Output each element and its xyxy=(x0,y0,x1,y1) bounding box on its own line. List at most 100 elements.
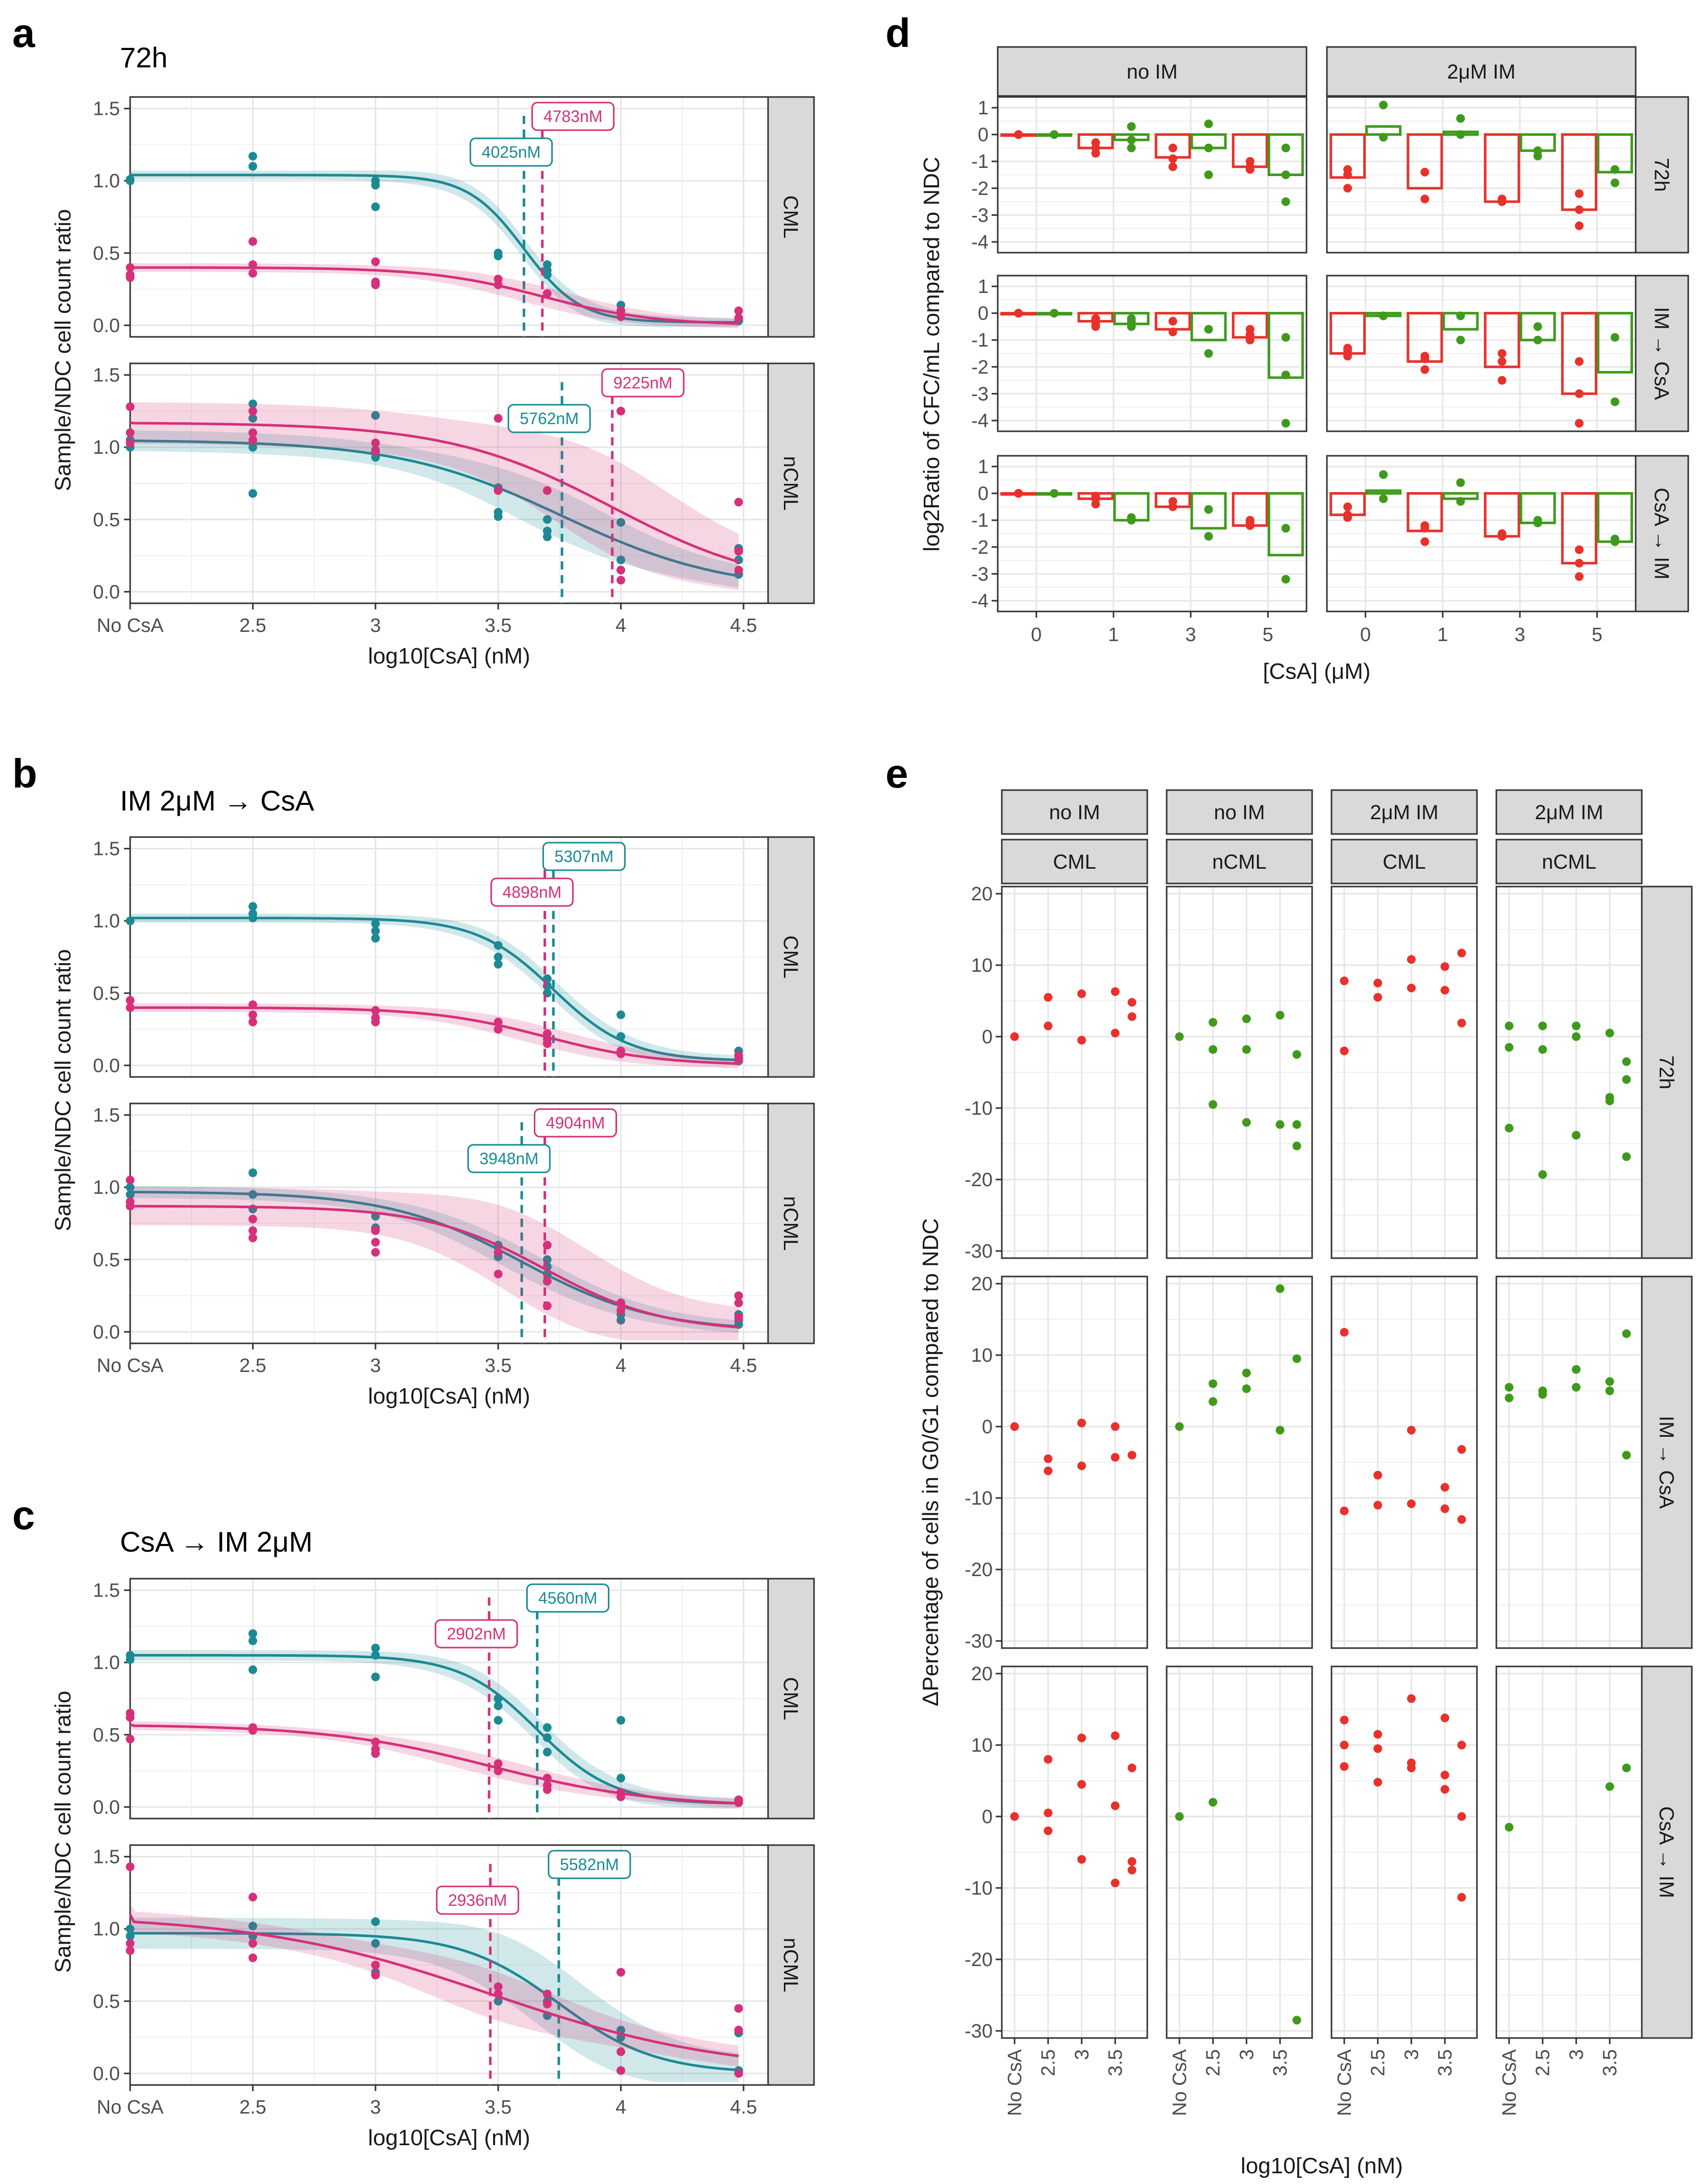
data-point-teal xyxy=(371,1673,380,1682)
data-point-teal xyxy=(248,443,257,452)
cell-border xyxy=(1166,1275,1313,1649)
y-tick-label: 1.0 xyxy=(93,911,120,932)
y-tick-label: 1 xyxy=(978,456,989,478)
y-tick-label: -3 xyxy=(971,205,989,226)
data-point-teal xyxy=(126,1924,135,1933)
data-point-magenta xyxy=(126,1734,135,1744)
data-point-magenta xyxy=(371,1960,380,1970)
data-point-red xyxy=(1457,1812,1466,1821)
data-point-green xyxy=(1050,489,1059,498)
data-point-green xyxy=(1281,419,1290,428)
data-point-green xyxy=(1533,335,1542,345)
data-point-green xyxy=(1622,1329,1631,1338)
data-point-magenta xyxy=(617,1298,626,1308)
data-point-magenta xyxy=(494,1269,503,1279)
y-tick-label: 1.0 xyxy=(93,1652,120,1674)
row-strip-label: 72h xyxy=(1655,1056,1678,1090)
data-point-green xyxy=(1242,1014,1251,1023)
data-point-green xyxy=(1505,1043,1514,1052)
fit-curve-magenta xyxy=(130,1723,739,1805)
fit-curve-teal xyxy=(130,1654,739,1805)
fit-curve-teal xyxy=(130,174,739,324)
data-point-magenta xyxy=(734,498,743,507)
data-point-teal xyxy=(126,175,135,184)
data-point-magenta xyxy=(617,1306,626,1315)
x-tick-label: 5 xyxy=(1263,624,1273,646)
data-point-green xyxy=(1127,135,1136,144)
data-point-magenta xyxy=(494,1990,503,1999)
data-point-magenta xyxy=(543,1039,552,1048)
data-point-green xyxy=(1610,178,1619,187)
data-point-magenta xyxy=(371,1971,380,1980)
data-point-magenta xyxy=(126,1946,135,1955)
row-strip xyxy=(1635,96,1689,254)
y-tick-label: 1.5 xyxy=(93,99,120,120)
data-point-red xyxy=(1457,1740,1466,1750)
data-point-red xyxy=(1440,1504,1449,1513)
facet-strip xyxy=(767,1578,815,1820)
data-point-green xyxy=(1275,1284,1285,1293)
y-axis-title: Sample/NDC cell count ratio xyxy=(51,209,76,492)
data-point-magenta xyxy=(734,1298,743,1308)
cell-border xyxy=(1001,1275,1148,1649)
data-point-teal xyxy=(617,1715,626,1725)
cell-border xyxy=(1166,1665,1313,2039)
y-tick-label: -20 xyxy=(965,1949,993,1971)
data-point-red xyxy=(1457,1445,1466,1454)
data-point-magenta xyxy=(734,1313,743,1322)
data-point-red xyxy=(1457,1893,1466,1902)
data-point-teal xyxy=(494,1997,503,2006)
data-point-green xyxy=(1505,1123,1514,1133)
row-strip xyxy=(1641,1665,1693,2039)
data-point-teal xyxy=(248,914,257,923)
data-point-green xyxy=(1456,478,1465,487)
data-point-teal xyxy=(371,181,380,190)
y-tick-label: 1.5 xyxy=(93,1105,120,1126)
x-axis-title: log10[CsA] (nM) xyxy=(368,1384,530,1409)
data-point-magenta xyxy=(126,428,135,437)
ic50-label-magenta: 4898nM xyxy=(503,883,562,901)
data-point-green xyxy=(1281,333,1290,342)
bar-green xyxy=(1190,312,1227,341)
confidence-band-teal xyxy=(130,429,739,587)
data-point-teal xyxy=(371,1643,380,1653)
x-tick-label: 4.5 xyxy=(730,615,757,636)
data-point-red xyxy=(1373,1778,1383,1787)
data-point-red xyxy=(1111,1731,1120,1740)
data-point-red xyxy=(1340,1328,1349,1337)
data-point-green xyxy=(1281,197,1290,206)
cell-e-0-0: 20 10 0 -10 -20 -30 xyxy=(965,884,1148,1262)
data-point-red xyxy=(1044,1755,1053,1764)
x-axis-title: [CsA] (μM) xyxy=(1263,659,1370,684)
x-tick-label: 4.5 xyxy=(730,1355,757,1377)
data-point-green xyxy=(1209,1100,1218,1109)
data-point-magenta xyxy=(248,260,257,269)
x-tick-label: 3 xyxy=(1186,624,1196,646)
data-point-green xyxy=(1538,1390,1547,1399)
ic50-label-magenta: 2902nM xyxy=(447,1625,506,1643)
col-strip-sub xyxy=(1166,839,1313,885)
panel-e-chart: no IM CML no IM nCML 2μM IM CML 2μM IM nCML 72h I… xyxy=(918,789,1693,2178)
data-point-magenta xyxy=(494,1025,503,1034)
panel-d-letter: d xyxy=(885,10,910,56)
facet-strip-label: nCML xyxy=(779,1196,802,1251)
data-point-magenta xyxy=(248,1000,257,1009)
data-point-red xyxy=(1373,993,1383,1002)
confidence-band-magenta xyxy=(130,402,739,591)
data-point-green xyxy=(1050,130,1059,139)
facet-strip-label: CML xyxy=(779,936,802,978)
data-point-magenta xyxy=(371,280,380,289)
data-point-magenta xyxy=(617,1793,626,1802)
data-point-green xyxy=(1379,494,1388,503)
y-tick-label: 1 xyxy=(978,276,989,298)
data-point-red xyxy=(1574,189,1584,198)
data-point-magenta xyxy=(126,1201,135,1211)
y-axis-title: ΔPercentage of cells in G0/G1 compared t… xyxy=(918,1218,943,1706)
cell-e-1-0: 20 10 0 -10 -20 -30 xyxy=(965,1273,1148,1652)
data-point-magenta xyxy=(543,1301,552,1310)
data-point-green xyxy=(1204,170,1213,179)
col-strip-sub-label: CML xyxy=(1053,851,1096,873)
data-point-teal xyxy=(494,941,503,950)
col-strip xyxy=(1326,46,1637,97)
row-strip-label: IM → CsA xyxy=(1650,307,1673,400)
